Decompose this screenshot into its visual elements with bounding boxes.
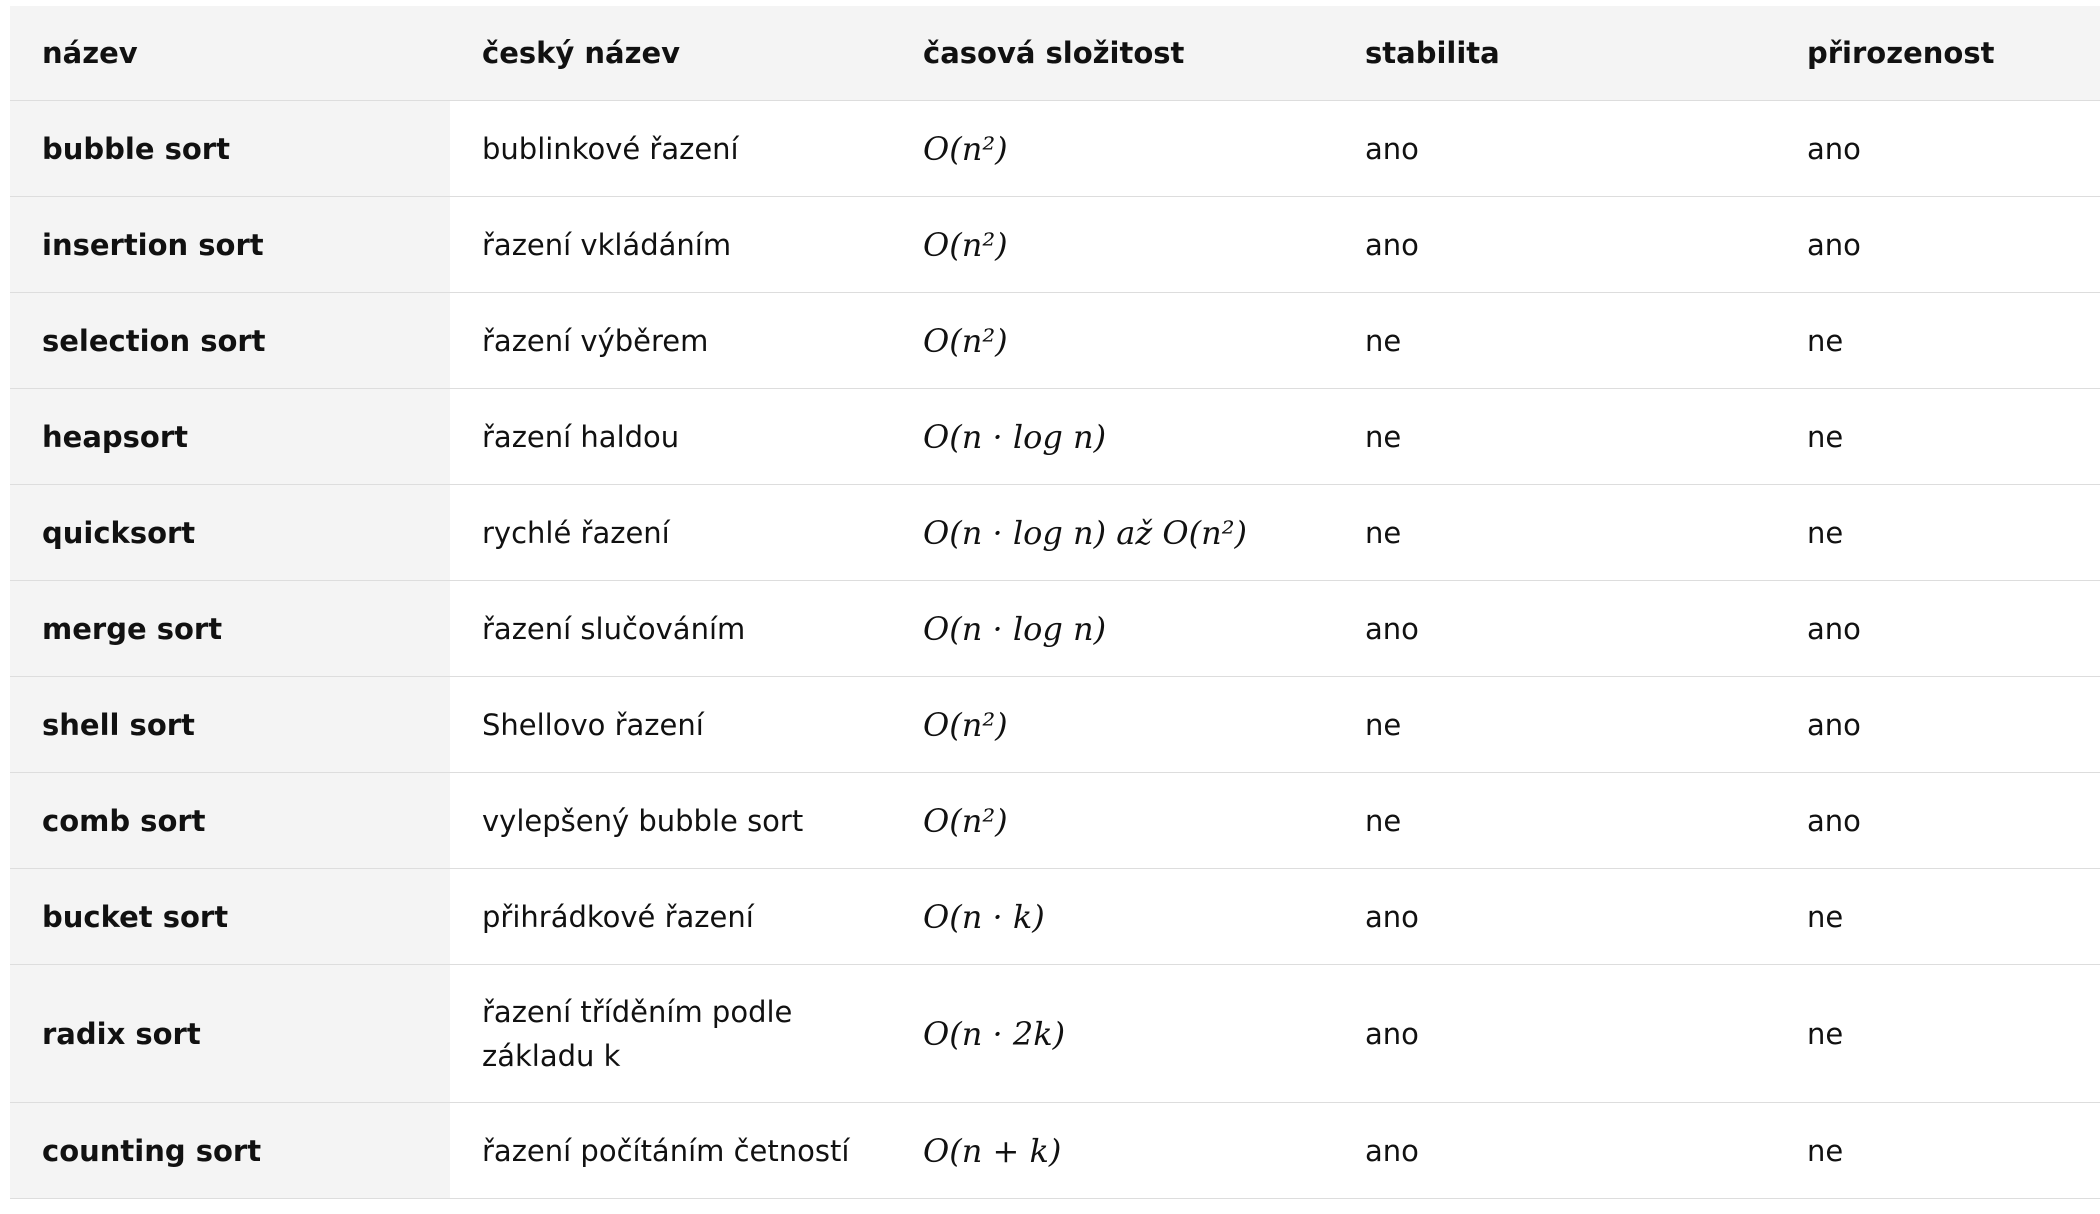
table-row: radix sort řazení tříděním podle základu…: [10, 964, 2100, 1103]
table-row: selection sort řazení výběrem O(n²) ne n…: [10, 292, 2100, 389]
stability: ano: [1333, 964, 1775, 1103]
time-complexity: O(n²): [891, 292, 1333, 389]
naturalness: ne: [1775, 1102, 2100, 1199]
czech-name: řazení slučováním: [450, 580, 891, 677]
naturalness: ano: [1775, 772, 2100, 869]
table-row: comb sort vylepšený bubble sort O(n²) ne…: [10, 772, 2100, 869]
stability: ne: [1333, 292, 1775, 389]
table-row: bubble sort bublinkové řazení O(n²) ano …: [10, 100, 2100, 197]
algorithm-name: counting sort: [10, 1102, 450, 1199]
czech-name: řazení tříděním podle základu k: [450, 964, 891, 1103]
time-complexity: O(n · 2k): [891, 964, 1333, 1103]
stability: ne: [1333, 388, 1775, 485]
time-complexity: O(n · k): [891, 868, 1333, 965]
algorithm-name: bubble sort: [10, 100, 450, 197]
stability: ne: [1333, 676, 1775, 773]
time-complexity: O(n²): [891, 196, 1333, 293]
czech-name: Shellovo řazení: [450, 676, 891, 773]
time-complexity: O(n²): [891, 772, 1333, 869]
table-row: insertion sort řazení vkládáním O(n²) an…: [10, 196, 2100, 293]
algorithm-name: insertion sort: [10, 196, 450, 293]
naturalness: ano: [1775, 100, 2100, 197]
header-naturalness: přirozenost: [1775, 6, 2100, 101]
header-name: název: [10, 6, 450, 101]
stability: ano: [1333, 580, 1775, 677]
table-row: merge sort řazení slučováním O(n · log n…: [10, 580, 2100, 677]
table-row: bucket sort přihrádkové řazení O(n · k) …: [10, 868, 2100, 965]
algorithm-name: merge sort: [10, 580, 450, 677]
naturalness: ano: [1775, 196, 2100, 293]
time-complexity: O(n · log n) až O(n²): [891, 484, 1333, 581]
algorithm-name: selection sort: [10, 292, 450, 389]
time-complexity: O(n + k): [891, 1102, 1333, 1199]
table-row: counting sort řazení počítáním četností …: [10, 1102, 2100, 1199]
naturalness: ne: [1775, 484, 2100, 581]
algorithm-name: shell sort: [10, 676, 450, 773]
naturalness: ne: [1775, 868, 2100, 965]
naturalness: ne: [1775, 292, 2100, 389]
czech-name: řazení počítáním četností: [450, 1102, 891, 1199]
header-stability: stabilita: [1333, 6, 1775, 101]
time-complexity: O(n²): [891, 676, 1333, 773]
table-header-row: název český název časová složitost stabi…: [10, 6, 2100, 101]
stability: ne: [1333, 772, 1775, 869]
table-row: shell sort Shellovo řazení O(n²) ne ano: [10, 676, 2100, 773]
czech-name: přihrádkové řazení: [450, 868, 891, 965]
naturalness: ano: [1775, 580, 2100, 677]
stability: ne: [1333, 484, 1775, 581]
algorithm-name: comb sort: [10, 772, 450, 869]
naturalness: ne: [1775, 388, 2100, 485]
czech-name: řazení výběrem: [450, 292, 891, 389]
time-complexity: O(n · log n): [891, 580, 1333, 677]
header-time-complexity: časová složitost: [891, 6, 1333, 101]
time-complexity: O(n · log n): [891, 388, 1333, 485]
stability: ano: [1333, 196, 1775, 293]
naturalness: ano: [1775, 676, 2100, 773]
czech-name: bublinkové řazení: [450, 100, 891, 197]
table-row: quicksort rychlé řazení O(n · log n) až …: [10, 484, 2100, 581]
stability: ano: [1333, 1102, 1775, 1199]
czech-name: rychlé řazení: [450, 484, 891, 581]
naturalness: ne: [1775, 964, 2100, 1103]
stability: ano: [1333, 868, 1775, 965]
czech-name: řazení haldou: [450, 388, 891, 485]
algorithm-name: bucket sort: [10, 868, 450, 965]
czech-name: vylepšený bubble sort: [450, 772, 891, 869]
algorithm-name: quicksort: [10, 484, 450, 581]
sorting-algorithms-table: název český název časová složitost stabi…: [10, 6, 2100, 1199]
header-czech-name: český název: [450, 6, 891, 101]
algorithm-name: radix sort: [10, 964, 450, 1103]
algorithm-name: heapsort: [10, 388, 450, 485]
table-row: heapsort řazení haldou O(n · log n) ne n…: [10, 388, 2100, 485]
stability: ano: [1333, 100, 1775, 197]
czech-name: řazení vkládáním: [450, 196, 891, 293]
time-complexity: O(n²): [891, 100, 1333, 197]
